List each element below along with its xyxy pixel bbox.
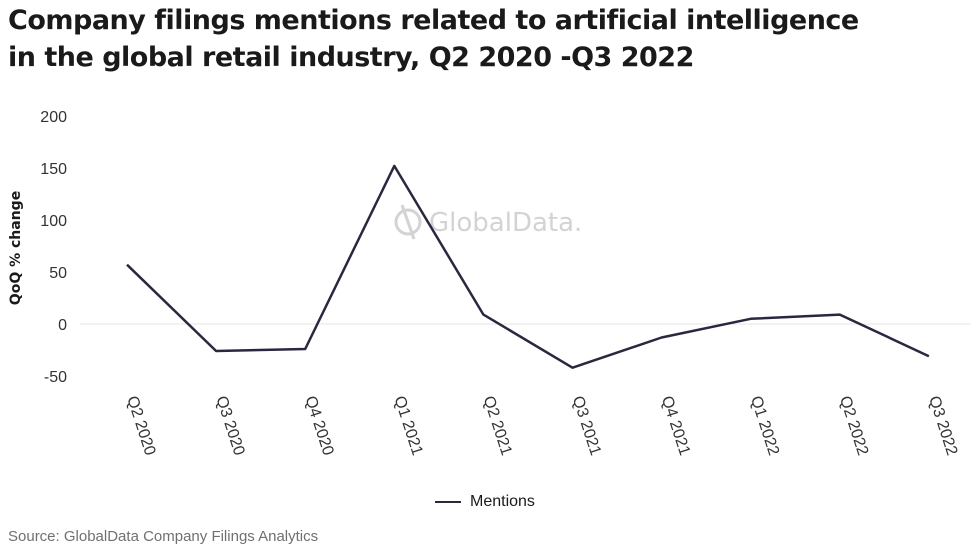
legend-swatch-mentions bbox=[435, 500, 461, 504]
x-tick-label: Q3 2022 bbox=[925, 394, 960, 458]
y-tick-label: 200 bbox=[40, 109, 67, 126]
y-tick-label: 50 bbox=[49, 265, 67, 282]
chart-title-line-2: in the global retail industry, Q2 2020 -… bbox=[8, 42, 694, 73]
legend: Mentions bbox=[435, 493, 535, 511]
series-line-mentions bbox=[126, 164, 930, 369]
x-tick-label: Q3 2021 bbox=[569, 394, 604, 458]
y-tick-label: 100 bbox=[40, 213, 67, 230]
y-axis-label: QoQ % change bbox=[8, 191, 24, 305]
x-tick-label: Q2 2021 bbox=[480, 394, 515, 458]
x-tick-label: Q2 2022 bbox=[836, 394, 871, 458]
x-tick-label: Q4 2020 bbox=[301, 394, 336, 458]
y-tick-label: 150 bbox=[40, 161, 67, 178]
chart-title: Company filings mentions related to arti… bbox=[8, 2, 958, 76]
watermark: GlobalData. bbox=[394, 204, 582, 240]
y-tick-label: -50 bbox=[44, 369, 67, 386]
x-tick-label: Q1 2021 bbox=[390, 394, 425, 458]
x-tick-label: Q3 2020 bbox=[212, 394, 247, 458]
x-tick-label: Q4 2021 bbox=[658, 394, 693, 458]
globaldata-logo-icon bbox=[394, 204, 422, 240]
source-note: Source: GlobalData Company Filings Analy… bbox=[8, 528, 319, 545]
x-tick-label: Q1 2022 bbox=[747, 394, 782, 458]
chart-title-line-1: Company filings mentions related to arti… bbox=[8, 5, 859, 36]
y-tick-label: 0 bbox=[58, 317, 67, 334]
legend-label-mentions: Mentions bbox=[470, 493, 535, 510]
x-tick-label: Q2 2020 bbox=[123, 394, 158, 458]
watermark-text: GlobalData. bbox=[429, 208, 582, 238]
